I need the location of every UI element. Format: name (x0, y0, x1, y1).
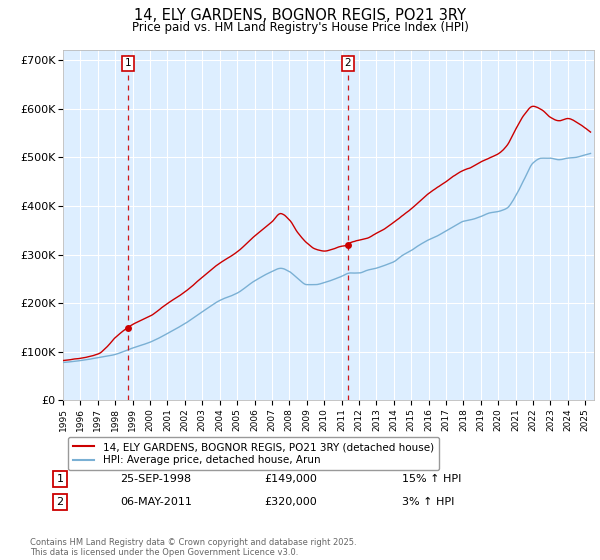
Text: Contains HM Land Registry data © Crown copyright and database right 2025.
This d: Contains HM Land Registry data © Crown c… (30, 538, 356, 557)
Text: 1: 1 (56, 474, 64, 484)
Legend: 14, ELY GARDENS, BOGNOR REGIS, PO21 3RY (detached house), HPI: Average price, de: 14, ELY GARDENS, BOGNOR REGIS, PO21 3RY … (68, 437, 439, 470)
Text: 14, ELY GARDENS, BOGNOR REGIS, PO21 3RY: 14, ELY GARDENS, BOGNOR REGIS, PO21 3RY (134, 8, 466, 24)
Text: 2: 2 (344, 58, 351, 68)
Text: 3% ↑ HPI: 3% ↑ HPI (402, 497, 454, 507)
Text: 25-SEP-1998: 25-SEP-1998 (120, 474, 191, 484)
Text: £320,000: £320,000 (264, 497, 317, 507)
Text: £149,000: £149,000 (264, 474, 317, 484)
Text: 2: 2 (56, 497, 64, 507)
Text: Price paid vs. HM Land Registry's House Price Index (HPI): Price paid vs. HM Land Registry's House … (131, 21, 469, 34)
Text: 15% ↑ HPI: 15% ↑ HPI (402, 474, 461, 484)
Text: 1: 1 (125, 58, 131, 68)
Text: 06-MAY-2011: 06-MAY-2011 (120, 497, 192, 507)
